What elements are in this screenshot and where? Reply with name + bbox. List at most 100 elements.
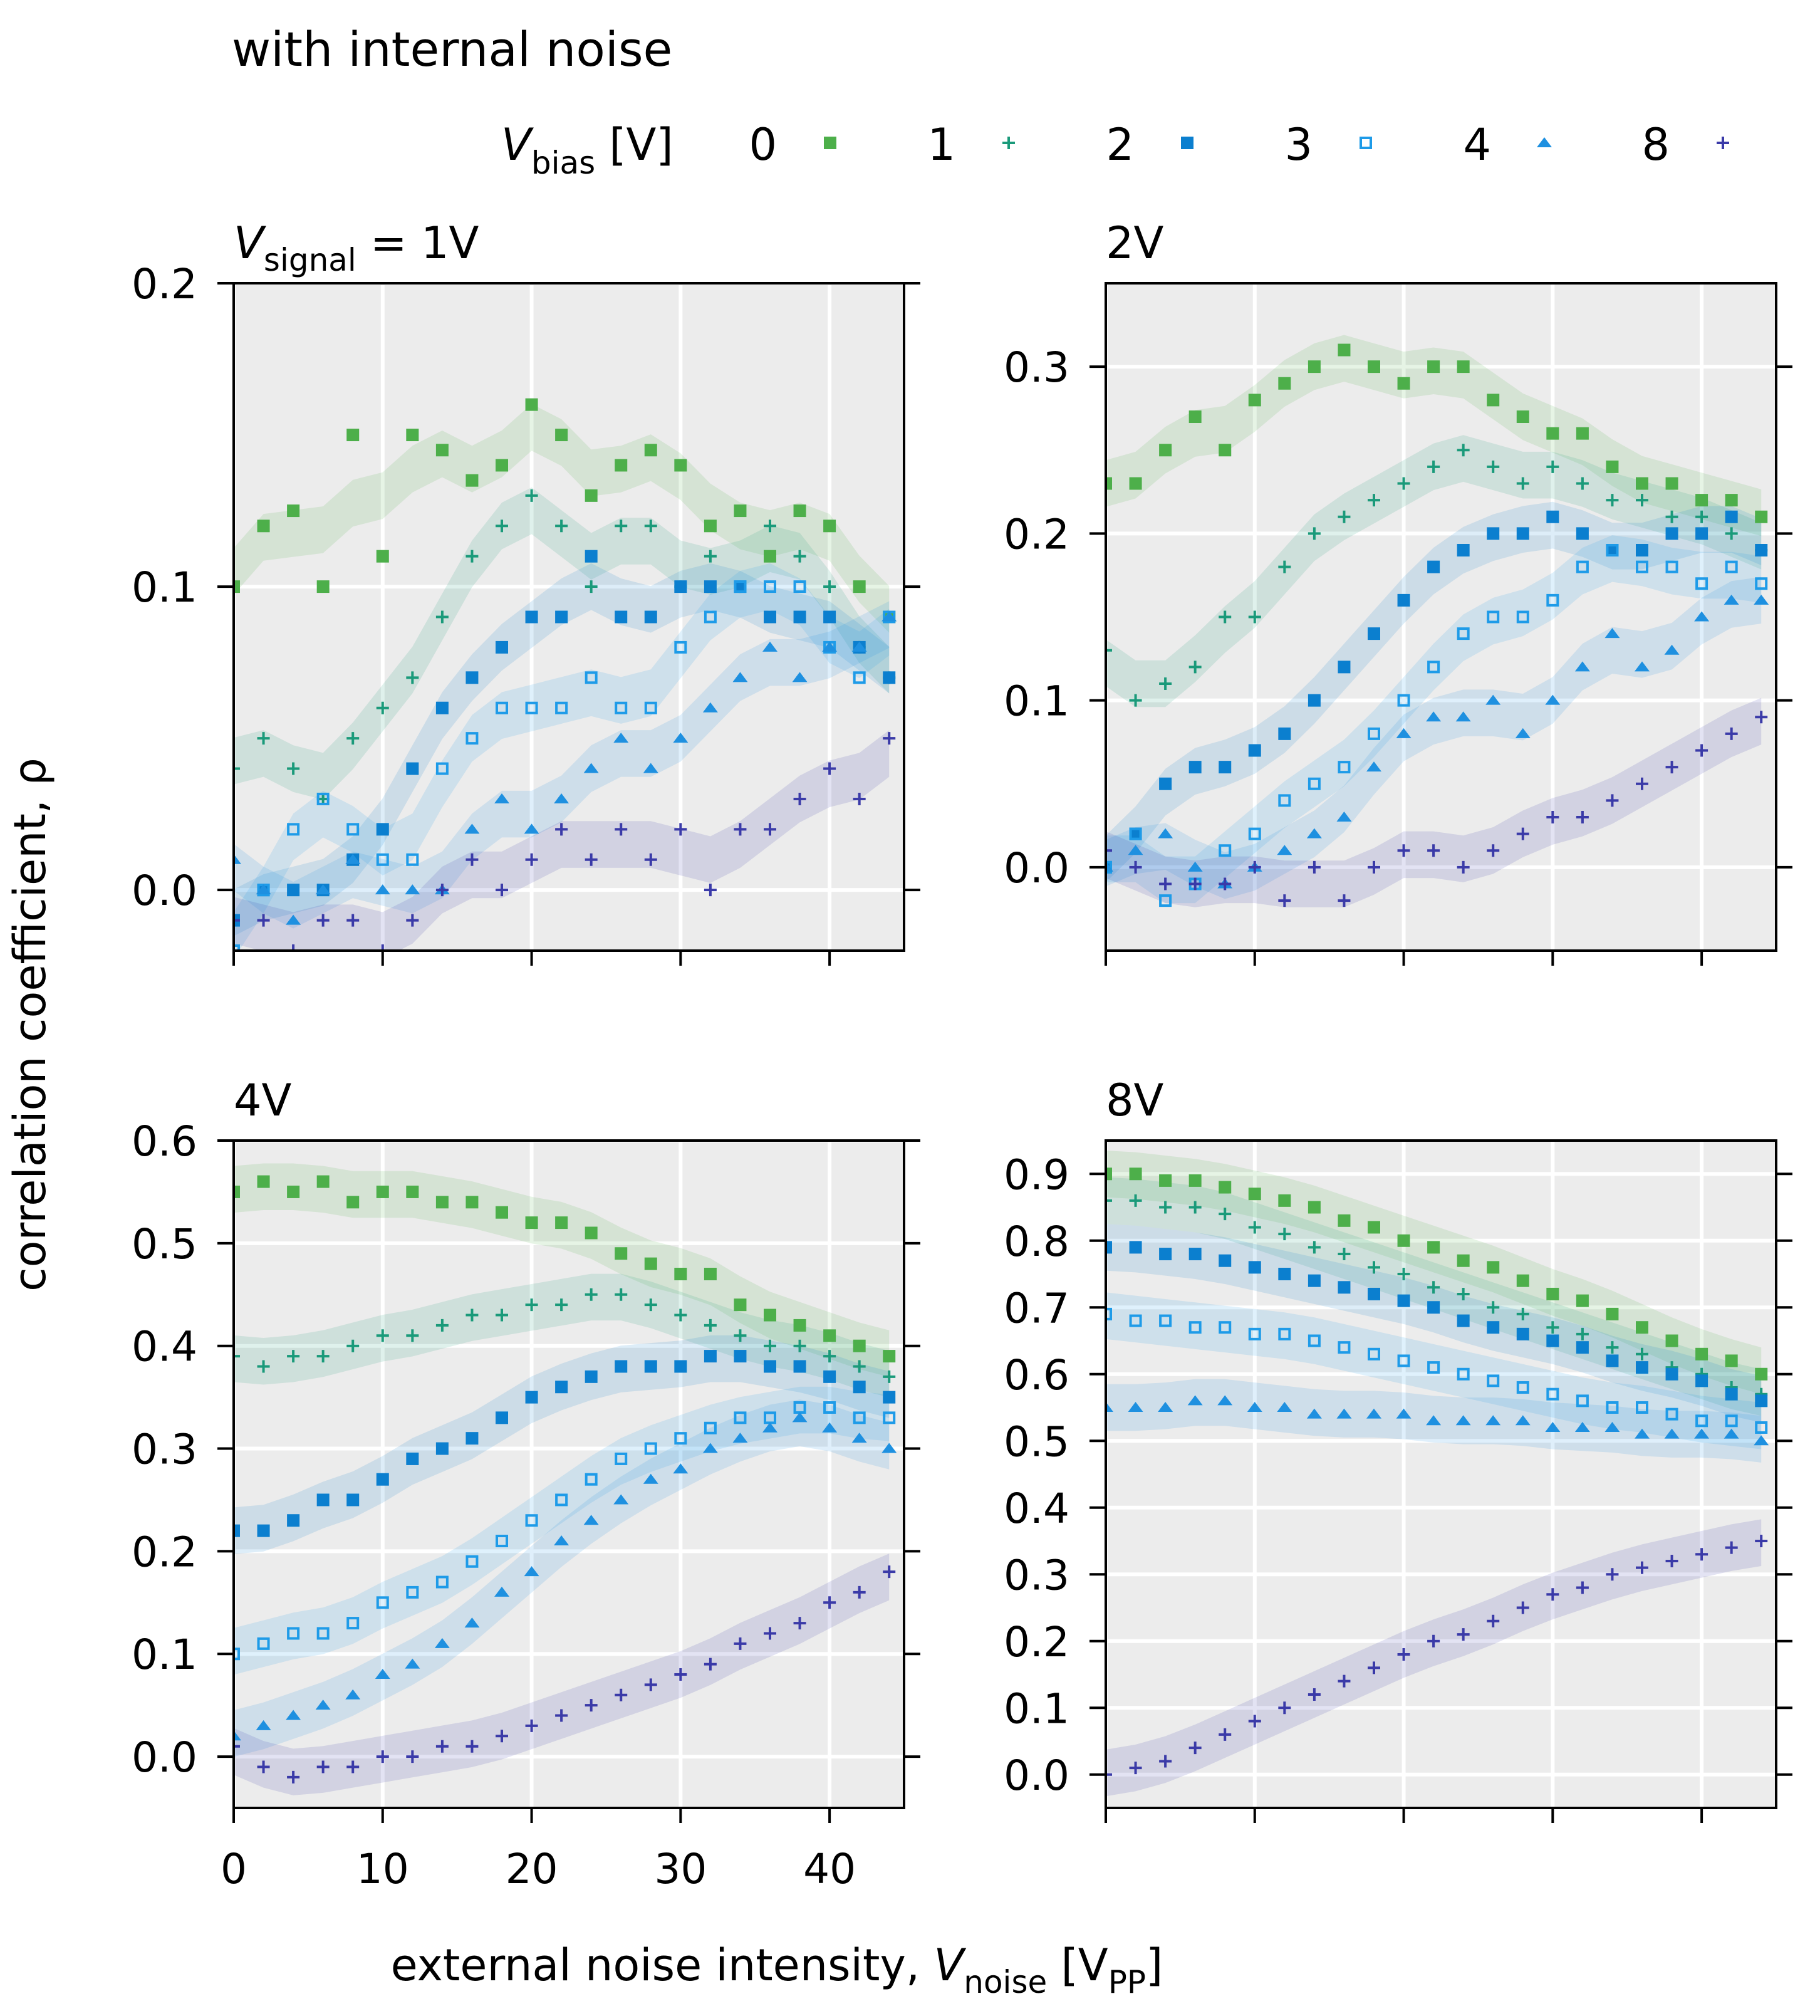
point-vbias-4 — [1277, 1402, 1292, 1412]
point-vbias-2 — [1755, 1394, 1768, 1408]
point-vbias-0 — [346, 429, 360, 442]
point-vbias-3 — [1576, 560, 1589, 573]
point-vbias-0 — [1159, 1174, 1172, 1187]
point-vbias-3 — [496, 1535, 508, 1547]
point-vbias-3 — [585, 1473, 598, 1486]
legend-marker-0 — [824, 137, 836, 149]
point-vbias-3 — [615, 1452, 628, 1465]
point-vbias-8 — [644, 853, 657, 866]
point-vbias-8 — [1606, 1568, 1619, 1581]
band-vbias-2 — [234, 563, 890, 936]
point-vbias-0 — [1159, 444, 1172, 457]
point-vbias-4 — [1724, 1428, 1739, 1439]
point-vbias-0 — [1546, 427, 1559, 440]
point-vbias-2 — [883, 671, 896, 684]
point-vbias-3 — [1308, 1334, 1321, 1347]
point-vbias-4 — [1635, 661, 1650, 672]
y-tick-label: 0.1 — [1004, 1684, 1069, 1733]
point-vbias-1 — [793, 550, 806, 563]
point-vbias-1 — [234, 1350, 240, 1363]
legend-entry-1: 1 — [927, 119, 1015, 170]
series-vbias-0 — [1106, 343, 1768, 523]
point-vbias-8 — [376, 1750, 389, 1763]
point-vbias-2 — [764, 1360, 776, 1373]
series-vbias-2 — [234, 1350, 896, 1537]
point-vbias-4 — [1336, 1408, 1352, 1419]
point-vbias-0 — [1106, 477, 1112, 490]
point-vbias-2 — [496, 1411, 508, 1424]
band-vbias-1 — [1106, 1177, 1762, 1416]
point-vbias-1 — [1338, 1248, 1351, 1261]
point-vbias-1 — [674, 1308, 687, 1322]
point-vbias-8 — [555, 1709, 568, 1722]
point-vbias-0 — [257, 520, 270, 533]
point-vbias-1 — [764, 520, 776, 533]
point-vbias-4 — [851, 641, 867, 652]
point-vbias-4 — [1574, 661, 1590, 672]
point-vbias-4 — [1574, 1421, 1590, 1432]
point-vbias-2 — [883, 1391, 896, 1404]
point-vbias-1 — [1338, 510, 1351, 523]
band-vbias-0 — [234, 1163, 890, 1377]
y-tick-label: 0.0 — [132, 1733, 197, 1782]
point-vbias-1 — [465, 1308, 479, 1322]
point-vbias-0 — [764, 1308, 776, 1322]
point-vbias-3 — [853, 671, 866, 684]
xlabel-vsub: noise — [964, 1964, 1047, 2000]
point-vbias-3 — [1308, 777, 1321, 790]
point-vbias-4 — [881, 611, 897, 622]
point-vbias-8 — [1106, 1768, 1112, 1781]
point-vbias-2 — [1576, 1341, 1589, 1354]
point-vbias-0 — [674, 1268, 687, 1280]
point-vbias-2 — [257, 1524, 270, 1537]
point-vbias-0 — [1487, 1261, 1500, 1274]
point-vbias-1 — [1516, 477, 1529, 490]
point-vbias-2 — [1278, 727, 1291, 740]
point-vbias-8 — [1368, 1661, 1380, 1674]
point-vbias-3 — [764, 580, 776, 593]
x-tick-label: 0 — [221, 1845, 247, 1893]
legend-label-1: 1 — [927, 119, 955, 170]
point-vbias-8 — [1368, 860, 1380, 874]
series-vbias-1 — [1106, 1194, 1768, 1401]
plot-content — [1106, 1150, 1769, 1797]
point-vbias-1 — [585, 1288, 598, 1301]
point-vbias-0 — [1457, 360, 1470, 373]
point-vbias-0 — [234, 580, 240, 593]
point-vbias-4 — [1664, 1428, 1680, 1439]
point-vbias-8 — [1397, 1648, 1410, 1661]
point-vbias-2 — [674, 580, 687, 593]
point-vbias-0 — [465, 474, 479, 487]
point-vbias-4 — [1336, 812, 1352, 822]
point-vbias-4 — [762, 641, 777, 652]
point-vbias-1 — [346, 732, 360, 745]
point-vbias-2 — [1368, 1287, 1380, 1300]
point-vbias-0 — [435, 1196, 449, 1209]
point-vbias-2 — [1606, 544, 1619, 556]
point-vbias-8 — [1606, 794, 1619, 807]
point-vbias-0 — [883, 1350, 896, 1363]
point-vbias-1 — [1665, 510, 1678, 523]
point-vbias-2 — [1427, 560, 1440, 573]
point-vbias-4 — [732, 672, 748, 682]
point-vbias-2 — [465, 671, 479, 684]
point-vbias-4 — [375, 884, 390, 895]
legend-entry-8: 8 — [1641, 119, 1729, 170]
y-tick-label: 0.9 — [1004, 1151, 1069, 1199]
point-vbias-2 — [1606, 1354, 1619, 1367]
point-vbias-0 — [1755, 1367, 1768, 1381]
point-vbias-8 — [674, 823, 687, 836]
point-vbias-8 — [1725, 727, 1738, 740]
band-vbias-8 — [234, 730, 890, 951]
point-vbias-8 — [1457, 860, 1470, 874]
y-tick-label: 0.1 — [132, 1631, 197, 1679]
point-vbias-3 — [1606, 544, 1619, 556]
point-vbias-4 — [405, 884, 420, 895]
point-vbias-2 — [734, 580, 747, 593]
point-vbias-2 — [853, 1381, 866, 1394]
band-vbias-8 — [234, 1554, 890, 1795]
point-vbias-0 — [1188, 410, 1202, 423]
point-vbias-0 — [555, 1216, 568, 1230]
point-vbias-8 — [525, 853, 538, 866]
point-vbias-4 — [1396, 728, 1412, 738]
